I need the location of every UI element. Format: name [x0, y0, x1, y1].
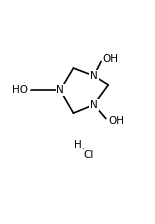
Text: N: N [56, 85, 64, 95]
Text: OH: OH [103, 54, 119, 64]
Text: HO: HO [12, 85, 28, 95]
Text: OH: OH [108, 116, 124, 126]
Text: H: H [74, 140, 82, 150]
Text: Cl: Cl [83, 150, 94, 159]
Text: N: N [90, 71, 98, 81]
Text: N: N [90, 100, 98, 110]
